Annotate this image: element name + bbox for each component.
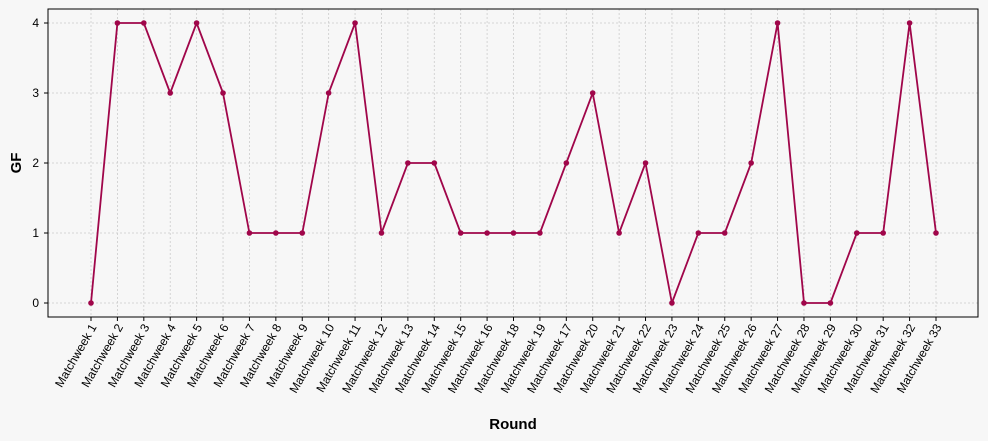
data-point — [563, 160, 570, 166]
data-point — [510, 230, 517, 236]
data-point — [801, 300, 807, 306]
data-point — [933, 230, 939, 236]
data-point — [246, 230, 253, 236]
x-axis-title: Round — [489, 416, 536, 433]
data-point — [325, 90, 332, 96]
data-point — [695, 230, 702, 236]
data-point — [141, 20, 147, 26]
y-axis: 0 1 2 3 4 — [32, 16, 48, 310]
y-tick-label: 4 — [32, 16, 39, 30]
y-tick-label: 1 — [32, 226, 39, 240]
y-axis-title: GF — [8, 153, 25, 174]
data-point — [299, 230, 306, 236]
data-point — [167, 90, 174, 96]
series — [88, 20, 939, 306]
data-point — [484, 230, 490, 236]
data-point — [906, 20, 913, 26]
data-point — [748, 160, 754, 166]
y-tick-label: 3 — [32, 86, 39, 100]
y-tick-label: 0 — [32, 296, 39, 310]
data-point — [880, 230, 886, 236]
data-point — [220, 90, 226, 96]
data-point — [774, 20, 781, 26]
data-point — [273, 230, 279, 236]
data-point — [537, 230, 543, 236]
data-point — [193, 20, 200, 26]
data-point — [827, 300, 834, 306]
data-point — [405, 160, 411, 166]
data-point — [352, 20, 358, 26]
data-point — [88, 300, 94, 306]
data-point — [457, 230, 464, 236]
data-point — [853, 230, 860, 236]
data-point — [431, 160, 438, 166]
data-point — [642, 160, 649, 166]
data-point — [616, 230, 622, 236]
data-point — [721, 230, 728, 236]
y-tick-label: 2 — [32, 156, 39, 170]
data-point — [378, 230, 385, 236]
data-point — [114, 20, 121, 26]
data-point — [589, 90, 596, 96]
data-point — [669, 300, 675, 306]
